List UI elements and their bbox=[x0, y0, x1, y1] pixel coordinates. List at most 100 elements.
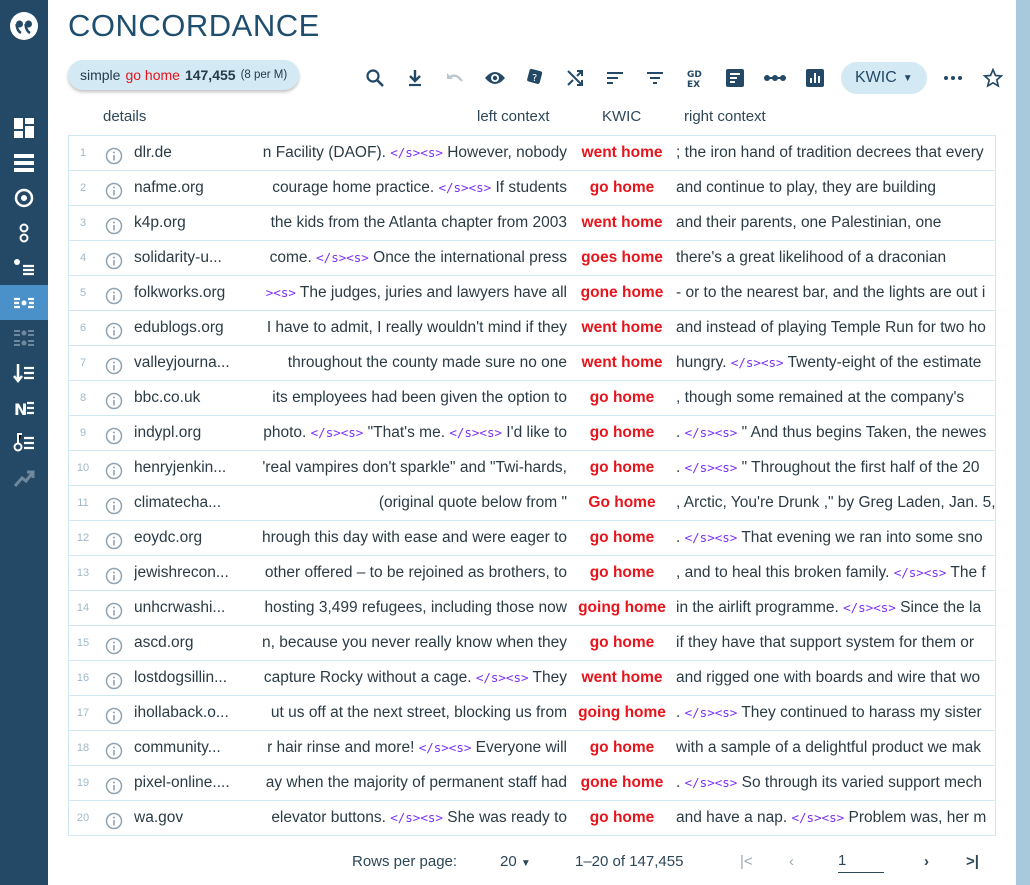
kwic-keyword[interactable]: go home bbox=[589, 564, 655, 581]
sort-list-icon[interactable] bbox=[0, 355, 48, 390]
table-row[interactable]: 10 henryjenkin... 'real vampires don't s… bbox=[69, 451, 995, 486]
info-icon[interactable] bbox=[105, 494, 123, 515]
column-kwic[interactable]: KWIC bbox=[602, 108, 642, 125]
kwic-keyword[interactable]: go home bbox=[589, 424, 655, 441]
table-row[interactable]: 7 valleyjourna... throughout the county … bbox=[69, 346, 995, 381]
info-icon[interactable] bbox=[105, 214, 123, 235]
source-link[interactable]: wa.gov bbox=[134, 809, 184, 826]
kwic-keyword[interactable]: go home bbox=[589, 179, 655, 196]
sort-icon[interactable] bbox=[595, 62, 635, 94]
table-row[interactable]: 16 lostdogsillin... capture Rocky withou… bbox=[69, 661, 995, 696]
info-icon[interactable] bbox=[105, 599, 123, 620]
table-row[interactable]: 19 pixel-online.... ay when the majority… bbox=[69, 766, 995, 801]
info-icon[interactable] bbox=[105, 634, 123, 655]
info-icon[interactable] bbox=[105, 529, 123, 550]
source-link[interactable]: bbc.co.uk bbox=[134, 389, 201, 406]
gdex-icon[interactable]: GD EX bbox=[675, 62, 715, 94]
kwic-keyword[interactable]: went home bbox=[581, 354, 663, 371]
shuffle-icon[interactable] bbox=[555, 62, 595, 94]
kwic-keyword[interactable]: went home bbox=[581, 144, 663, 161]
table-row[interactable]: 9 indypl.org photo. </s><s> "That's me. … bbox=[69, 416, 995, 451]
source-link[interactable]: climatecha... bbox=[134, 494, 222, 511]
table-row[interactable]: 3 k4p.org the kids from the Atlanta chap… bbox=[69, 206, 995, 241]
table-row[interactable]: 14 unhcrwashi... hosting 3,499 refugees,… bbox=[69, 591, 995, 626]
collocations-icon[interactable] bbox=[755, 62, 795, 94]
table-row[interactable]: 17 ihollaback.o... ut us off at the next… bbox=[69, 696, 995, 731]
source-link[interactable]: ascd.org bbox=[134, 634, 194, 651]
target-icon[interactable] bbox=[0, 180, 48, 215]
source-link[interactable]: community... bbox=[134, 739, 221, 756]
source-link[interactable]: henryjenkin... bbox=[134, 459, 227, 476]
info-icon[interactable] bbox=[105, 669, 123, 690]
column-details[interactable]: details bbox=[103, 108, 147, 125]
source-link[interactable]: eoydc.org bbox=[134, 529, 203, 546]
source-link[interactable]: k4p.org bbox=[134, 214, 186, 231]
view-mode-dropdown[interactable]: KWIC ▼ bbox=[841, 62, 927, 94]
concordance-icon[interactable] bbox=[0, 285, 48, 320]
source-link[interactable]: valleyjourna... bbox=[134, 354, 230, 371]
kwic-keyword[interactable]: go home bbox=[589, 459, 655, 476]
ngrams-icon[interactable]: N bbox=[0, 390, 48, 425]
table-row[interactable]: 12 eoydc.org hrough this day with ease a… bbox=[69, 521, 995, 556]
kwic-keyword[interactable]: went home bbox=[581, 669, 663, 686]
info-icon[interactable] bbox=[105, 249, 123, 270]
table-row[interactable]: 11 climatecha... (original quote below f… bbox=[69, 486, 996, 521]
first-page-icon[interactable]: |< bbox=[740, 853, 753, 870]
info-icon[interactable] bbox=[105, 284, 123, 305]
info-icon[interactable] bbox=[105, 774, 123, 795]
table-row[interactable]: 1 dlr.de n Facility (DAOF). </s><s> Howe… bbox=[69, 136, 995, 171]
table-row[interactable]: 4 solidarity-u... come. </s><s> Once the… bbox=[69, 241, 995, 276]
kwic-keyword[interactable]: go home bbox=[589, 809, 655, 826]
collocation-icon[interactable] bbox=[0, 215, 48, 250]
list-icon[interactable] bbox=[0, 145, 48, 180]
kwic-keyword[interactable]: gone home bbox=[580, 774, 664, 791]
kwic-keyword[interactable]: go home bbox=[589, 634, 655, 651]
info-icon[interactable] bbox=[105, 144, 123, 165]
text-type-icon[interactable] bbox=[715, 62, 755, 94]
info-icon[interactable] bbox=[105, 459, 123, 480]
query-chip[interactable]: simple go home 147,455 (8 per M) bbox=[68, 60, 300, 90]
trends-icon[interactable] bbox=[0, 460, 48, 495]
source-link[interactable]: solidarity-u... bbox=[134, 249, 222, 266]
random-sample-icon[interactable]: ? bbox=[515, 62, 555, 94]
table-row[interactable]: 13 jewishrecon... other offered – to be … bbox=[69, 556, 995, 591]
download-icon[interactable] bbox=[395, 62, 435, 94]
quote-icon[interactable] bbox=[0, 6, 48, 46]
info-icon[interactable] bbox=[105, 809, 123, 830]
kwic-keyword[interactable]: gone home bbox=[580, 284, 664, 301]
star-icon[interactable] bbox=[973, 62, 1013, 94]
next-page-icon[interactable]: › bbox=[924, 853, 929, 870]
page-input[interactable]: 1 bbox=[838, 850, 884, 873]
search-icon[interactable] bbox=[355, 62, 395, 94]
kwic-keyword[interactable]: going home bbox=[578, 599, 666, 616]
source-link[interactable]: folkworks.org bbox=[134, 284, 226, 301]
kwic-keyword[interactable]: went home bbox=[581, 214, 663, 231]
kwic-keyword[interactable]: go home bbox=[589, 389, 655, 406]
last-page-icon[interactable]: >| bbox=[966, 853, 979, 870]
frequency-chart-icon[interactable] bbox=[795, 62, 835, 94]
kwic-keyword[interactable]: goes home bbox=[581, 249, 663, 266]
kwic-keyword[interactable]: going home bbox=[578, 704, 666, 721]
column-left-context[interactable]: left context bbox=[477, 108, 550, 125]
source-link[interactable]: nafme.org bbox=[134, 179, 204, 196]
source-link[interactable]: unhcrwashi... bbox=[134, 599, 226, 616]
column-right-context[interactable]: right context bbox=[684, 108, 766, 125]
source-link[interactable]: lostdogsillin... bbox=[134, 669, 228, 686]
table-row[interactable]: 6 edublogs.org I have to admit, I really… bbox=[69, 311, 995, 346]
wordlist-icon[interactable] bbox=[0, 250, 48, 285]
table-row[interactable]: 8 bbc.co.uk its employees had been given… bbox=[69, 381, 995, 416]
info-icon[interactable] bbox=[105, 319, 123, 340]
kwic-keyword[interactable]: go home bbox=[589, 739, 655, 756]
parallel-concordance-icon[interactable] bbox=[0, 320, 48, 355]
scrollbar[interactable] bbox=[1016, 0, 1030, 885]
table-row[interactable]: 15 ascd.org n, because you never really … bbox=[69, 626, 995, 661]
source-link[interactable]: pixel-online.... bbox=[134, 774, 230, 791]
source-link[interactable]: jewishrecon... bbox=[134, 564, 229, 581]
info-icon[interactable] bbox=[105, 739, 123, 760]
keywords-icon[interactable] bbox=[0, 425, 48, 460]
undo-icon[interactable] bbox=[435, 62, 475, 94]
info-icon[interactable] bbox=[105, 704, 123, 725]
more-icon[interactable] bbox=[933, 62, 973, 94]
source-link[interactable]: indypl.org bbox=[134, 424, 202, 441]
info-icon[interactable] bbox=[105, 389, 123, 410]
